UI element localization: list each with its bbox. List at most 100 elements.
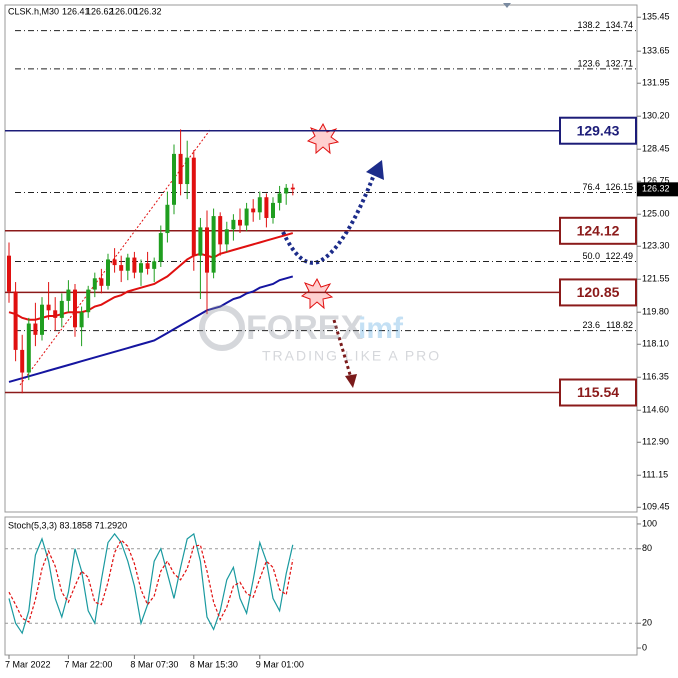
stoch-pane xyxy=(4,516,638,656)
y-tick-label: 119.80 xyxy=(642,307,669,317)
y-tick-label: 126.75 xyxy=(642,176,670,186)
level-box xyxy=(559,116,637,145)
candle-body xyxy=(172,153,176,205)
level-box xyxy=(559,378,637,407)
candle-body xyxy=(277,193,282,203)
bearish-arrow-head xyxy=(345,374,357,388)
x-tick-label: 9 Mar 01:00 xyxy=(256,659,304,669)
candle-body xyxy=(152,261,157,269)
starburst xyxy=(300,277,334,310)
candle-body xyxy=(92,278,97,290)
fib-level-label: 76.4 xyxy=(582,182,600,192)
candle-body xyxy=(185,157,190,185)
fib-value-label: 118.82 xyxy=(606,320,633,330)
candle-body xyxy=(46,304,51,311)
candle-body xyxy=(264,197,269,218)
y-tick-label: 130.20 xyxy=(642,111,670,121)
last-price-box xyxy=(637,182,678,197)
watermark: FOREX imf TRADING LIKE A PRO xyxy=(199,305,441,364)
y-tick-label: 123.30 xyxy=(642,241,670,251)
y-tick-label: 135.45 xyxy=(642,12,670,22)
candle-body xyxy=(251,208,256,213)
candle-body xyxy=(106,259,110,286)
fib-level-label: 50.0 xyxy=(582,251,600,261)
candle-body xyxy=(257,197,262,213)
y-tick-label: 131.95 xyxy=(642,78,670,88)
candle-body xyxy=(218,216,223,245)
chart-title: CLSK.h,M30 xyxy=(8,6,59,16)
candle-body xyxy=(205,227,209,273)
y-tick-label: 100 xyxy=(642,518,657,528)
stoch-line xyxy=(8,532,294,635)
y-tick-label: 121.55 xyxy=(642,274,670,284)
title-value: 126.41 xyxy=(62,6,90,16)
candle-body xyxy=(26,323,31,373)
y-tick-label: 133.65 xyxy=(642,46,670,56)
candle-body xyxy=(66,289,71,301)
candle-body xyxy=(40,304,44,335)
level-label: 120.85 xyxy=(577,284,620,300)
candle-body xyxy=(198,227,203,256)
level-label: 115.54 xyxy=(577,384,619,400)
level-label: 124.12 xyxy=(577,222,620,238)
candle-body xyxy=(271,202,275,218)
candle-body xyxy=(238,219,242,226)
candle-body xyxy=(158,233,163,262)
main-pane xyxy=(4,4,638,513)
fib-trend-line xyxy=(19,129,211,386)
candle-body xyxy=(119,265,124,271)
candle-body xyxy=(284,187,289,194)
stoch-line xyxy=(8,539,294,623)
candle-body xyxy=(53,310,58,318)
candle-body xyxy=(145,263,150,269)
candle-body xyxy=(139,263,143,273)
candle-body xyxy=(112,259,117,266)
candle-body xyxy=(191,157,196,256)
fib-value-label: 134.74 xyxy=(605,20,633,30)
candle-body xyxy=(125,257,130,271)
moving-average xyxy=(8,275,294,383)
fib-value-label: 126.15 xyxy=(605,182,633,192)
y-tick-label: 116.35 xyxy=(642,372,669,382)
candle-body xyxy=(165,204,170,234)
y-tick-label: 111.15 xyxy=(642,470,668,480)
candle-body xyxy=(7,255,11,292)
y-tick-label: 125.00 xyxy=(642,209,670,219)
x-tick-label: 8 Mar 15:30 xyxy=(190,659,238,669)
level-box xyxy=(559,278,637,307)
fib-value-label: 132.71 xyxy=(605,58,633,68)
candle-body xyxy=(33,323,38,335)
stoch-title: Stoch(5,3,3) 83.1858 71.2920 xyxy=(8,520,127,530)
candle-body xyxy=(244,208,249,226)
y-tick-label: 80 xyxy=(642,543,652,553)
candle-body xyxy=(290,187,295,190)
x-tick-label: 7 Mar 2022 xyxy=(5,659,51,669)
candle-body xyxy=(178,153,183,185)
y-tick-label: 128.45 xyxy=(642,144,670,154)
fib-level-label: 23.6 xyxy=(582,320,600,330)
fib-value-label: 122.49 xyxy=(605,251,633,261)
title-value: 126.00 xyxy=(110,6,138,16)
y-tick-label: 20 xyxy=(642,618,652,628)
watermark-tagline: TRADING LIKE A PRO xyxy=(262,348,441,364)
title-value: 126.62 xyxy=(86,6,114,16)
candle-body xyxy=(231,219,236,230)
bearish-arrow xyxy=(332,319,353,379)
candle-body xyxy=(13,291,18,350)
candle-body xyxy=(211,216,216,273)
candle-body xyxy=(73,289,77,328)
level-label: 129.43 xyxy=(577,122,620,138)
last-price-label: 126.32 xyxy=(642,184,670,194)
fib-level-label: 123.6 xyxy=(577,58,600,68)
watermark-brand: FOREX xyxy=(246,309,363,347)
shift-marker xyxy=(503,3,511,8)
x-tick-label: 8 Mar 07:30 xyxy=(130,659,178,669)
watermark-logo xyxy=(199,305,245,351)
y-tick-label: 0 xyxy=(642,642,647,652)
y-tick-label: 114.60 xyxy=(642,405,669,415)
candle-body xyxy=(59,300,64,318)
candle-body xyxy=(79,312,84,328)
candle-body xyxy=(224,229,229,245)
level-box xyxy=(559,216,637,245)
